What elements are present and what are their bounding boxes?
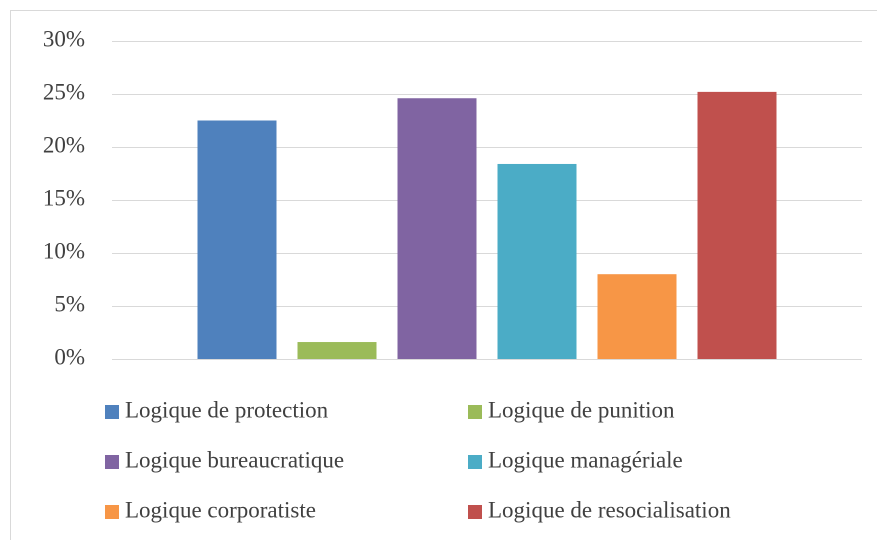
legend-label: Logique de protection — [125, 397, 329, 422]
legend-swatch — [105, 405, 119, 419]
legend-swatch — [468, 505, 482, 519]
y-tick-label: 20% — [43, 132, 85, 157]
y-tick-label: 15% — [43, 185, 85, 210]
legend-label: Logique bureaucratique — [125, 447, 344, 472]
bar — [397, 98, 477, 360]
legend-swatch — [105, 505, 119, 519]
legend-swatch — [468, 405, 482, 419]
y-tick-label: 30% — [43, 26, 85, 51]
legend-label: Logique managériale — [488, 447, 683, 472]
bar — [597, 274, 677, 359]
y-tick-label: 0% — [54, 344, 85, 369]
legend-label: Logique de resocialisation — [488, 497, 731, 522]
bar — [497, 163, 577, 359]
bar — [197, 120, 277, 359]
y-tick-label: 5% — [54, 291, 85, 316]
legend-label: Logique de punition — [488, 397, 675, 422]
legend-swatch — [468, 455, 482, 469]
bar — [697, 91, 777, 359]
legend-label: Logique corporatiste — [125, 497, 316, 522]
y-tick-label: 25% — [43, 79, 85, 104]
y-tick-label: 10% — [43, 238, 85, 263]
chart-border — [10, 10, 877, 540]
bar — [297, 342, 377, 359]
legend-swatch — [105, 455, 119, 469]
